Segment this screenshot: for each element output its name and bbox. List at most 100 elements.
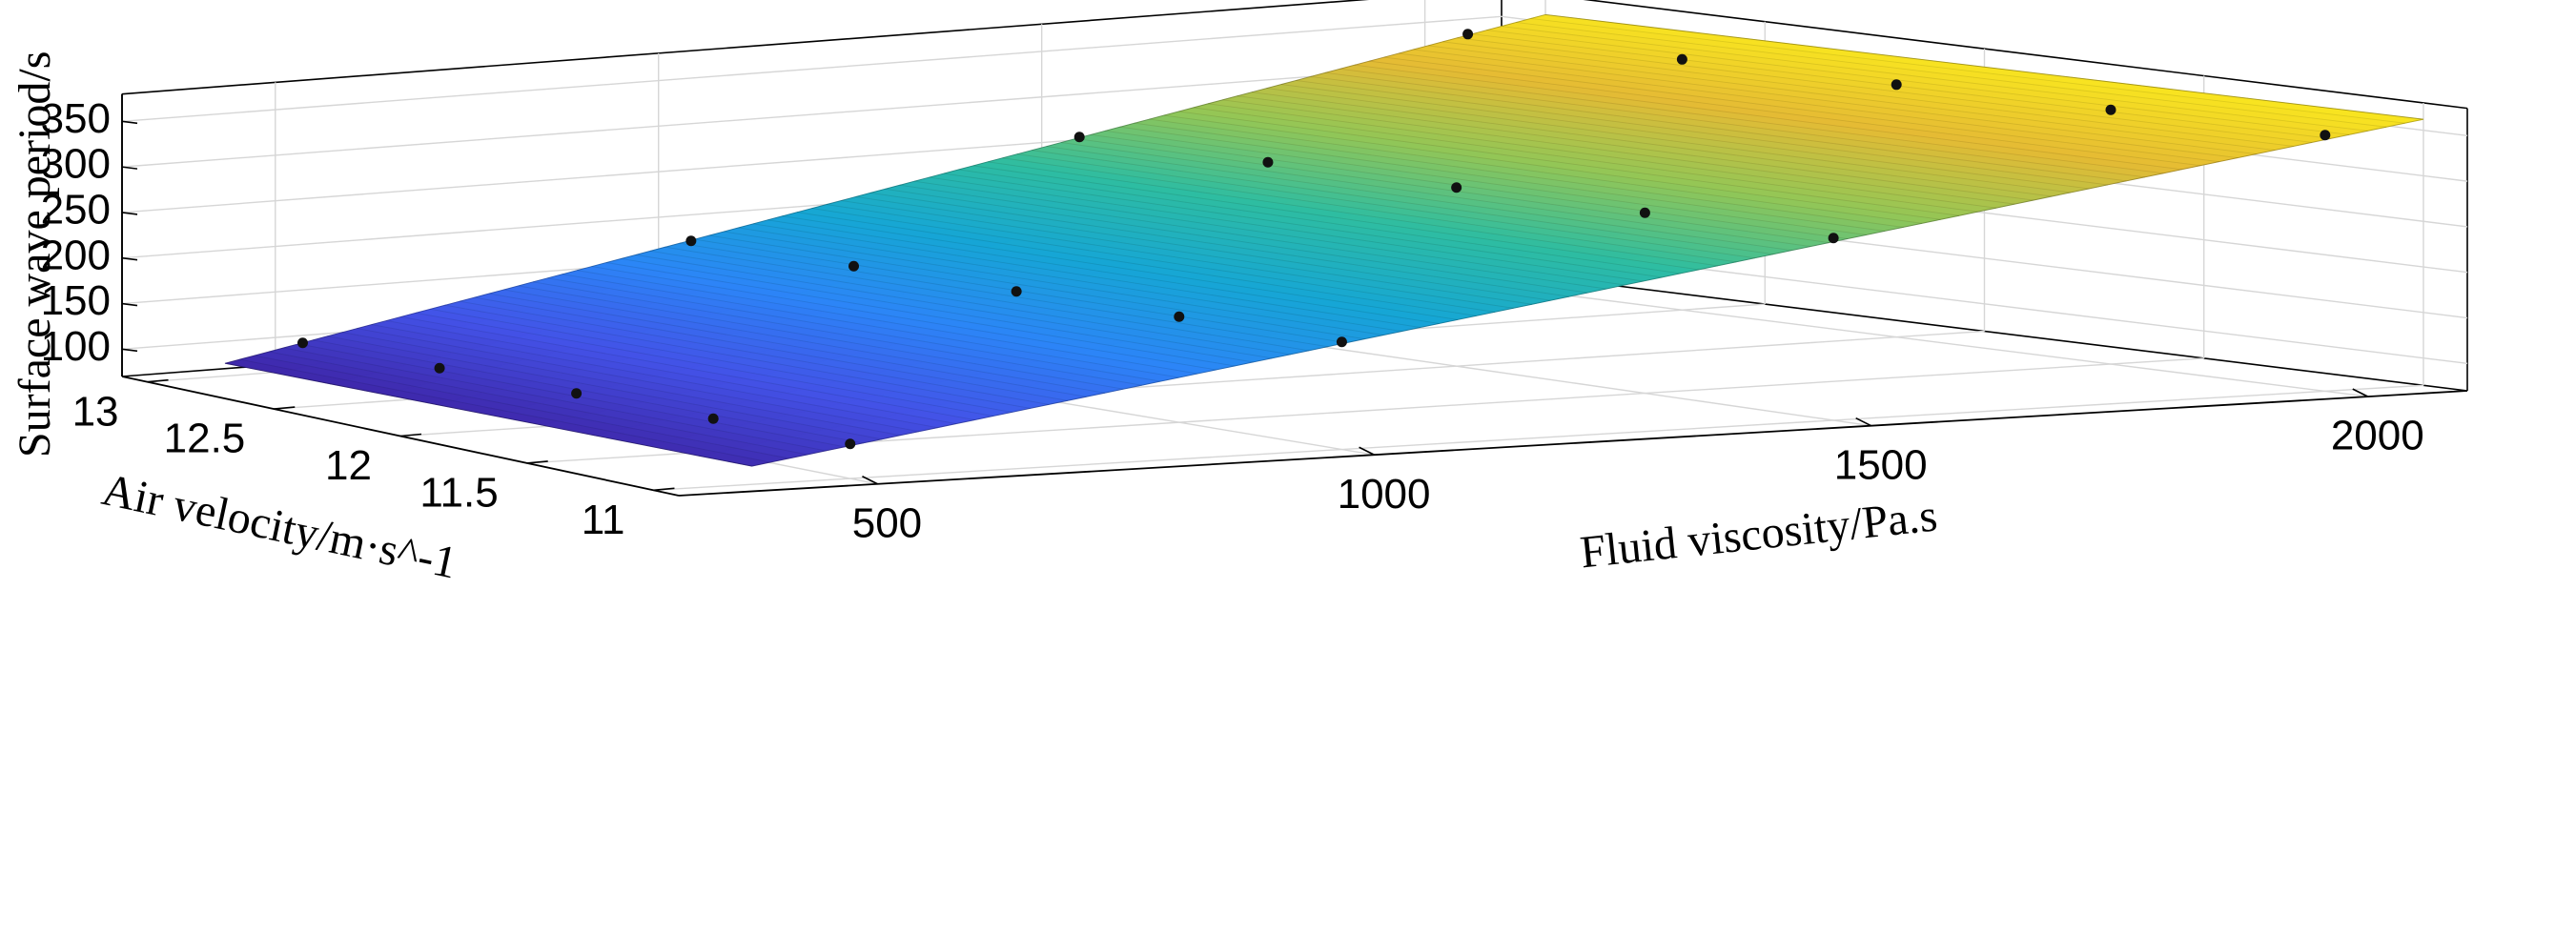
mesh-line — [635, 254, 1273, 359]
mesh-line — [1501, 26, 2368, 132]
data-point — [848, 260, 859, 272]
mesh-line — [224, 362, 752, 467]
mesh-line — [1237, 95, 2034, 201]
surface-outline — [224, 13, 2424, 467]
data-point — [1174, 311, 1185, 322]
mesh-line — [1310, 75, 2127, 182]
mesh-line — [327, 335, 883, 440]
mesh-line — [1046, 146, 1792, 252]
data-point — [296, 337, 308, 349]
mesh-line — [1208, 103, 1996, 209]
mesh-line — [752, 223, 1421, 328]
mesh-line — [782, 215, 1458, 320]
y-tick — [399, 433, 422, 437]
mesh-line — [1399, 52, 2239, 159]
mesh-line — [1413, 49, 2257, 155]
x-tick — [1359, 446, 1375, 456]
mesh-line — [944, 173, 1663, 278]
mesh-line — [562, 274, 1179, 378]
data-point — [1462, 29, 1474, 40]
z-tick — [121, 348, 138, 353]
mesh-line — [239, 358, 771, 463]
z-tick — [121, 212, 138, 215]
data-point — [1828, 233, 1839, 244]
mesh-line — [1002, 157, 1737, 263]
mesh-line — [371, 324, 938, 429]
data-point — [571, 388, 583, 399]
mesh-line — [1090, 133, 1849, 239]
mesh-line — [1354, 64, 2182, 171]
y-tick — [274, 406, 296, 410]
mesh-line — [357, 328, 920, 433]
mesh-line — [1266, 88, 2071, 193]
mesh-line — [1369, 60, 2201, 167]
x-axis-line — [678, 390, 2468, 497]
mesh-line — [400, 315, 975, 421]
data-point — [1073, 132, 1085, 143]
mesh-line — [1222, 99, 2015, 205]
x-axis-title: Fluid viscosity/Pa.s — [1578, 490, 1940, 578]
data-point — [434, 362, 445, 374]
mesh-line — [342, 332, 901, 437]
mesh-line — [708, 234, 1365, 340]
x-tick — [1855, 417, 1872, 427]
data-point — [707, 413, 719, 424]
mesh-line — [1193, 107, 1978, 213]
data-point — [1336, 336, 1347, 348]
mesh-line — [254, 355, 789, 459]
mesh-line — [430, 308, 1012, 413]
mesh-line — [811, 208, 1495, 313]
mesh-line — [724, 231, 1384, 336]
data-point — [2320, 130, 2331, 141]
mesh-line — [621, 257, 1254, 363]
mesh-line — [929, 176, 1644, 282]
grid-line — [121, 15, 1503, 123]
mesh-line — [972, 165, 1700, 271]
y-axis-title: Air velocity/m·s^-1 — [98, 464, 461, 589]
mesh-line — [650, 250, 1291, 356]
mesh-line — [1105, 130, 1867, 235]
mesh-line — [870, 192, 1569, 297]
data-points — [296, 29, 2331, 450]
mesh-line — [386, 320, 956, 425]
mesh-line — [826, 204, 1514, 309]
data-point — [685, 235, 697, 247]
z-tick — [121, 256, 138, 261]
mesh-line — [591, 266, 1216, 371]
mesh-line — [1383, 56, 2219, 163]
mesh-line — [841, 200, 1532, 305]
mesh-line — [1325, 71, 2145, 178]
mesh-line — [444, 304, 1031, 409]
z-tick-label: 250 — [41, 187, 111, 234]
mesh-line — [1061, 142, 1811, 248]
y-tick-label: 13 — [72, 388, 119, 435]
mesh-line — [1135, 122, 1904, 228]
y-tick — [653, 487, 675, 492]
mesh-line — [547, 277, 1161, 382]
mesh-line — [503, 289, 1105, 394]
z-tick — [121, 166, 138, 170]
mesh-line — [1296, 80, 2108, 186]
mesh-line — [1457, 37, 2313, 143]
mesh-line — [269, 351, 808, 456]
mesh-line — [1032, 150, 1774, 255]
z-tick-label: 350 — [41, 95, 111, 142]
data-point — [1639, 207, 1650, 218]
data-point — [1451, 182, 1462, 193]
mesh-line — [415, 312, 993, 417]
mesh-line — [1427, 45, 2276, 151]
x-tick-label: 1500 — [1834, 441, 1928, 488]
mesh-line — [297, 343, 846, 448]
grid-line — [121, 61, 1503, 168]
mesh-line — [1119, 126, 1886, 232]
mesh-line — [577, 270, 1198, 375]
mesh-line — [1442, 41, 2294, 147]
mesh-line — [1530, 17, 2405, 124]
mesh-line — [1339, 68, 2164, 174]
y-tick-label: 11 — [582, 497, 625, 543]
mesh-line — [988, 161, 1718, 267]
z-tick-label: 200 — [41, 232, 111, 278]
mesh-line — [885, 188, 1588, 294]
mesh-line — [1149, 118, 1923, 224]
